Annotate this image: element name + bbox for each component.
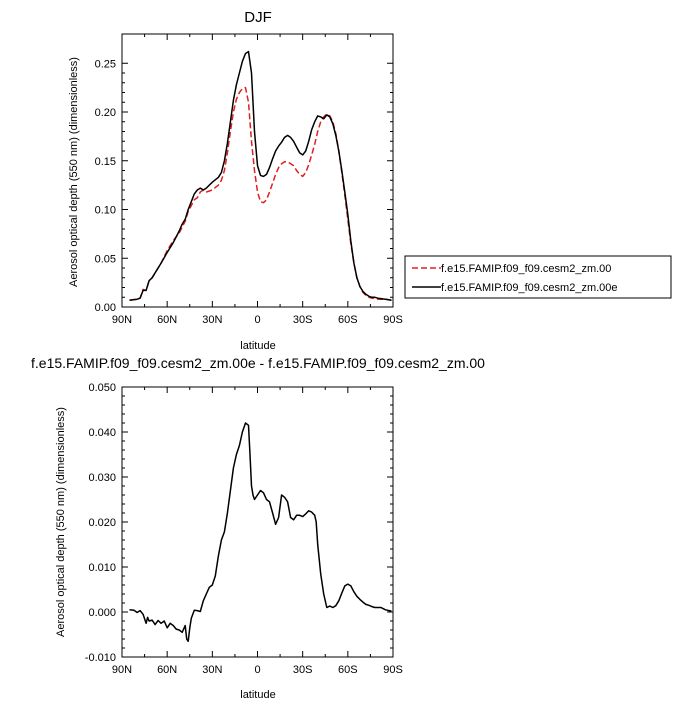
legend-label-cesm2-zm-00e: f.e15.FAMIP.f09_f09.cesm2_zm.00e bbox=[441, 282, 618, 294]
y-tick-label: 0.20 bbox=[95, 107, 116, 119]
x-tick-label: 90N bbox=[112, 664, 132, 676]
series-line-0 bbox=[129, 86, 392, 301]
top-x-axis-label: latitude bbox=[240, 340, 275, 352]
x-tick-label: 60S bbox=[338, 664, 358, 676]
legend: f.e15.FAMIP.f09_f09.cesm2_zm.00 f.e15.FA… bbox=[404, 255, 672, 299]
series-line-0 bbox=[129, 422, 392, 643]
y-tick-label: 0.010 bbox=[88, 562, 116, 574]
y-tick-label: -0.010 bbox=[85, 652, 116, 664]
x-tick-label: 30S bbox=[293, 664, 313, 676]
y-tick-label: 0.040 bbox=[88, 427, 116, 439]
x-tick-label: 60S bbox=[338, 314, 358, 326]
top-plot-frame bbox=[121, 33, 394, 308]
y-tick-label: 0.15 bbox=[95, 156, 116, 168]
top-chart-title: DJF bbox=[244, 9, 272, 26]
top-panel: DJF Aerosol optical depth (550 nm) (dime… bbox=[68, 9, 672, 352]
y-tick-label: 0.030 bbox=[88, 472, 116, 484]
x-tick-label: 0 bbox=[254, 664, 260, 676]
y-tick-label: 0.10 bbox=[95, 205, 116, 217]
y-tick-label: 0.25 bbox=[95, 58, 116, 70]
bottom-y-axis-label: Aerosol optical depth (550 nm) (dimensio… bbox=[55, 407, 67, 637]
top-axis-ticks: 90N 60N 30N 0 30S 60S 90S 0.00 0.05 0.10 0.15 0.20 0… bbox=[95, 34, 403, 326]
y-tick-label: 0.00 bbox=[95, 302, 116, 314]
top-y-axis-label: Aerosol optical depth (550 nm) (dimensio… bbox=[68, 57, 80, 287]
top-plot-area bbox=[129, 50, 392, 301]
y-tick-label: 0.000 bbox=[88, 607, 116, 619]
legend-label-cesm2-zm-00: f.e15.FAMIP.f09_f09.cesm2_zm.00 bbox=[441, 263, 611, 275]
bottom-chart-title: f.e15.FAMIP.f09_f09.cesm2_zm.00e - f.e15… bbox=[31, 355, 485, 371]
x-tick-label: 90S bbox=[383, 664, 403, 676]
y-tick-label: 0.020 bbox=[88, 517, 116, 529]
y-tick-label: 0.05 bbox=[95, 253, 116, 265]
x-tick-label: 60N bbox=[157, 314, 177, 326]
bottom-axis-ticks: 90N 60N 30N 0 30S 60S 90S -0.010 0.000 0.010 0.020… bbox=[85, 382, 403, 676]
x-tick-label: 0 bbox=[254, 314, 260, 326]
y-tick-label: 0.050 bbox=[88, 382, 116, 394]
bottom-plot-frame bbox=[121, 386, 394, 658]
x-tick-label: 90N bbox=[112, 314, 132, 326]
bottom-panel: f.e15.FAMIP.f09_f09.cesm2_zm.00e - f.e15… bbox=[31, 355, 485, 701]
x-tick-label: 60N bbox=[157, 664, 177, 676]
bottom-plot-area bbox=[129, 422, 392, 643]
series-line-1 bbox=[129, 50, 392, 301]
x-tick-label: 30N bbox=[202, 664, 222, 676]
x-tick-label: 30S bbox=[293, 314, 313, 326]
legend-box bbox=[404, 255, 672, 299]
x-tick-label: 30N bbox=[202, 314, 222, 326]
x-tick-label: 90S bbox=[383, 314, 403, 326]
bottom-x-axis-label: latitude bbox=[240, 689, 275, 701]
